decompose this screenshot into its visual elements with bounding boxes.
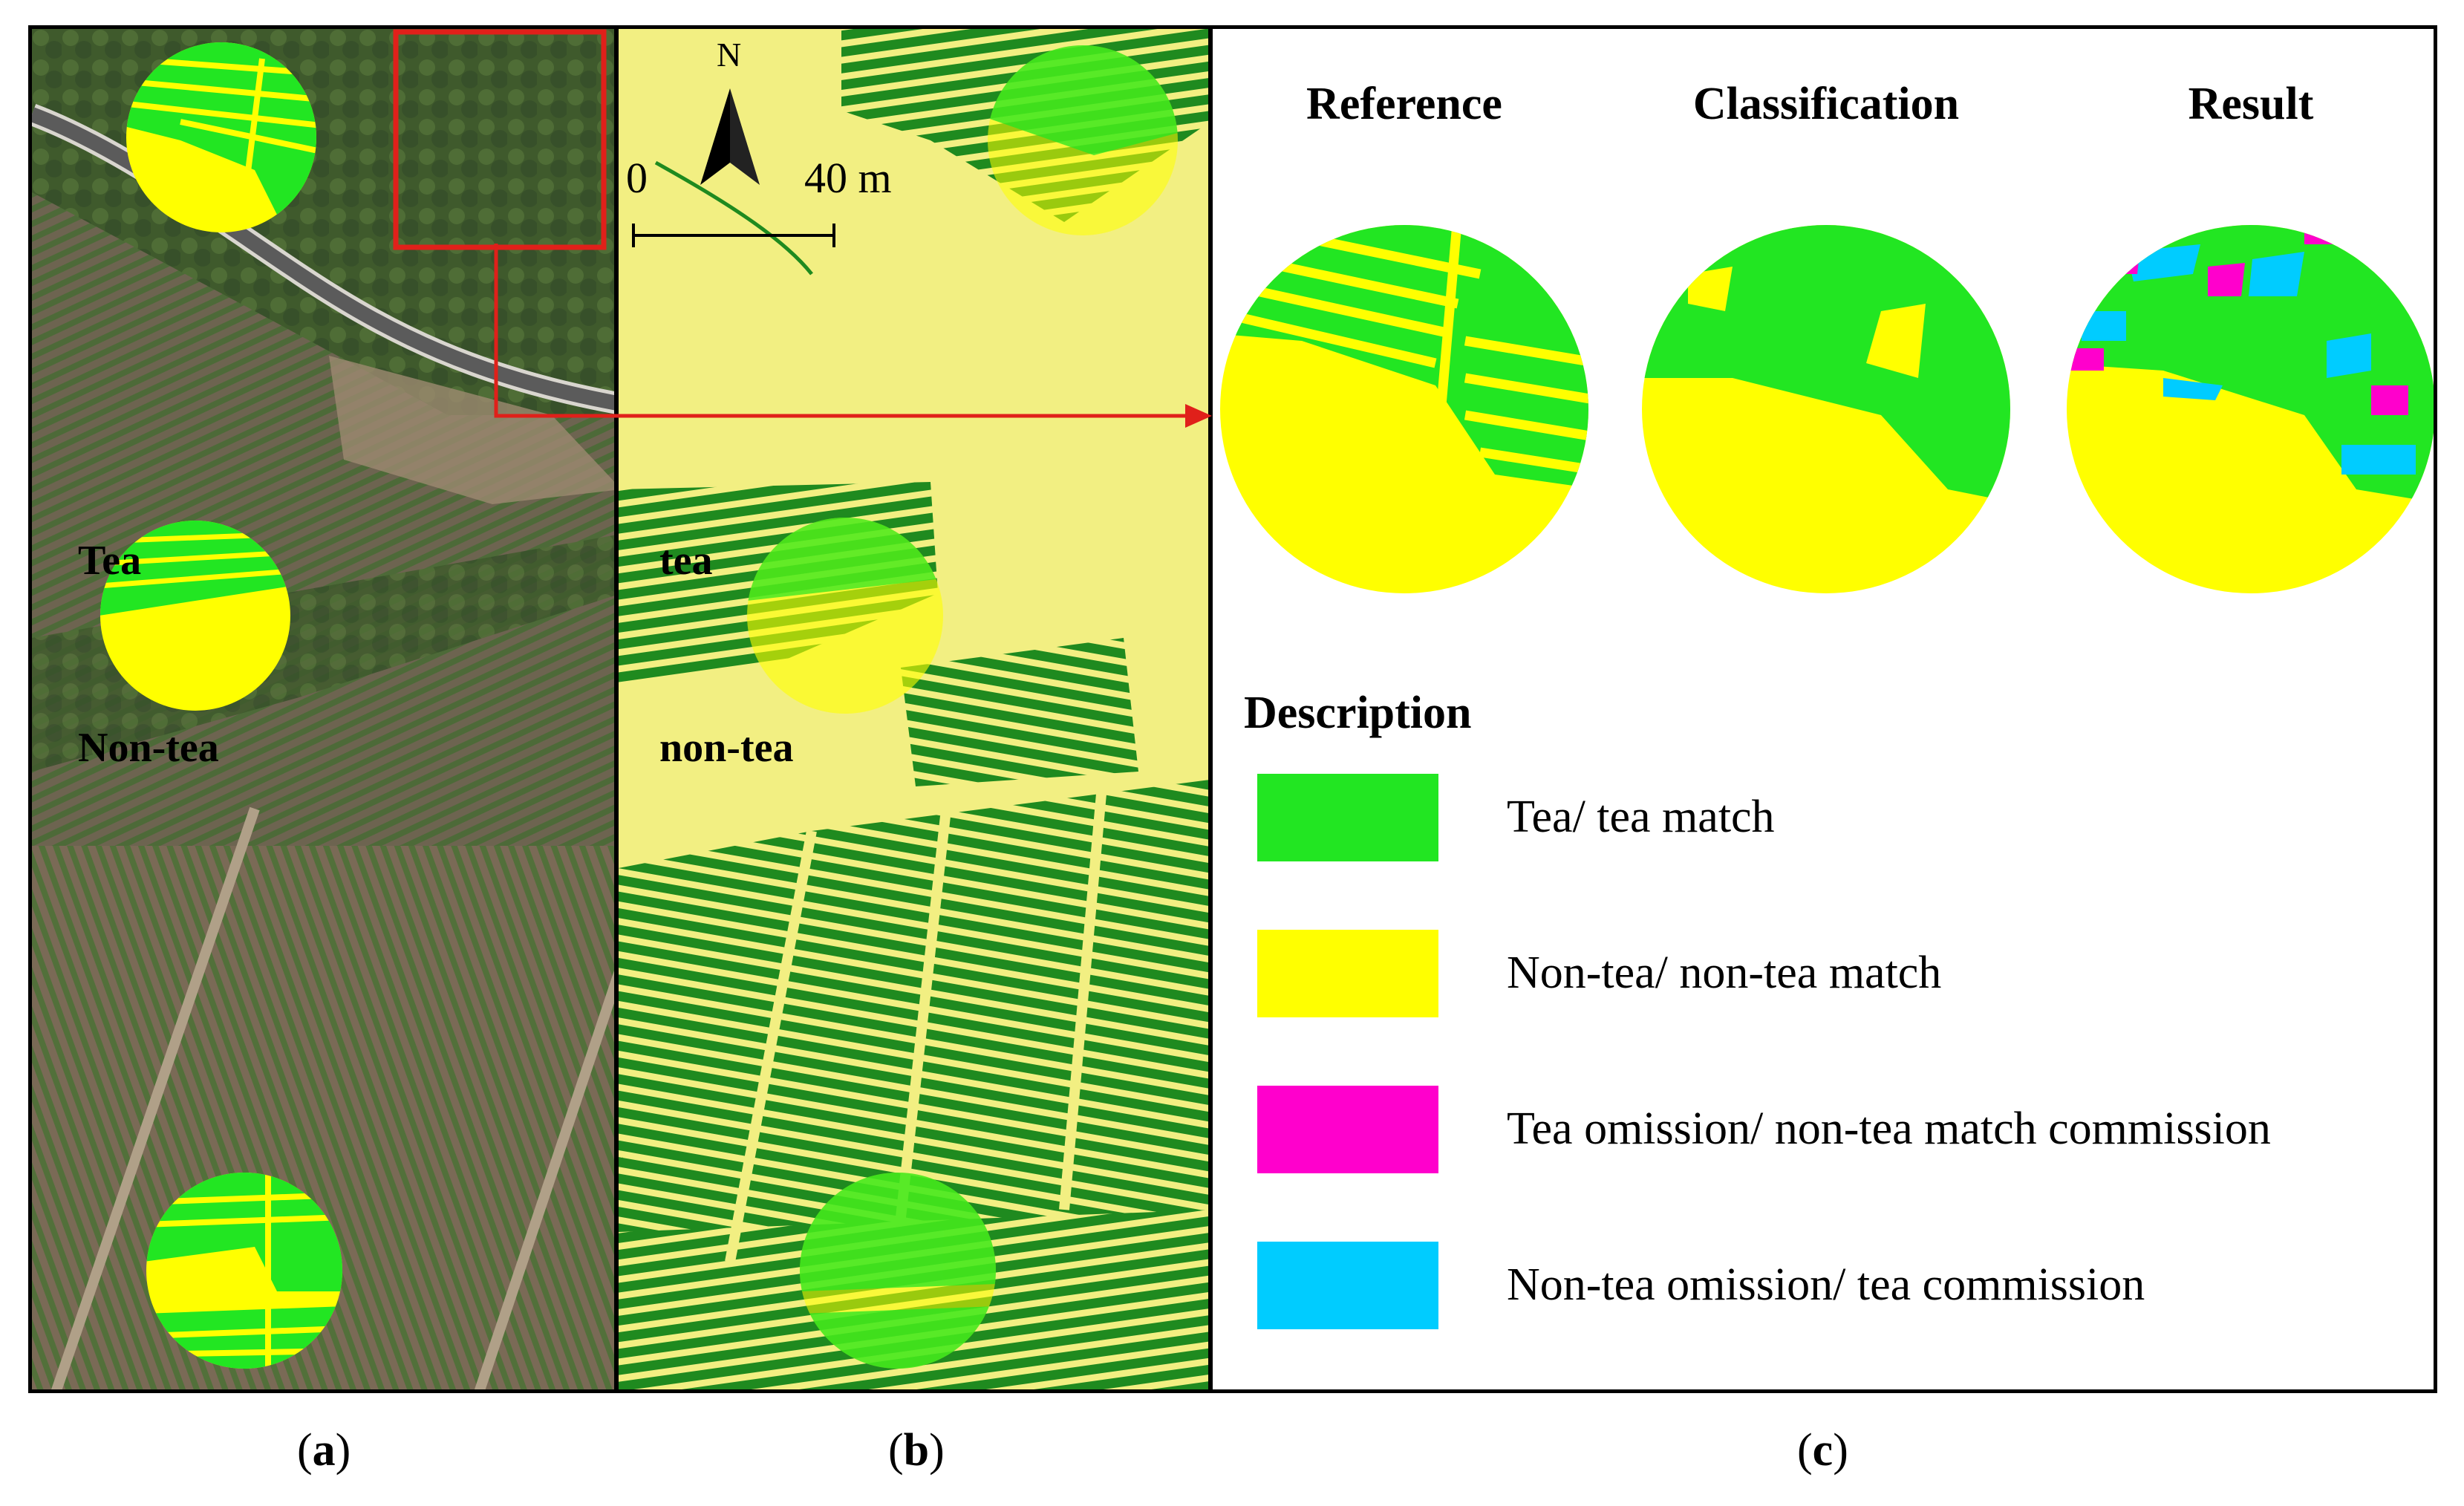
panel-a-aerial-image: Tea Non-tea <box>28 25 618 1393</box>
north-label: N <box>717 36 742 74</box>
tea-area <box>619 780 1208 1262</box>
north-arrow-icon-right <box>730 88 760 185</box>
legend-text-non-tea-match: Non-tea/ non-tea match <box>1507 948 1942 998</box>
caption-b: (b) <box>888 1425 945 1476</box>
legend-title: Description <box>1244 688 1472 738</box>
forest-belt <box>32 535 614 772</box>
result-circle <box>2067 225 2434 593</box>
legend-swatch-non-tea-match <box>1257 930 1438 1017</box>
legend-text-tea-match: Tea/ tea match <box>1507 792 1775 842</box>
column-title-reference: Reference <box>1306 79 1502 129</box>
panel-b-classification-map: N 0 40 m tea non-tea <box>615 25 1212 1393</box>
legend-swatch-tea-match <box>1257 774 1438 861</box>
road-trace <box>654 160 813 276</box>
sample-circle <box>126 42 316 232</box>
column-title-classification: Classification <box>1692 79 1960 129</box>
comparison-circles: ∩ = <box>1220 225 2434 593</box>
caption-c: (c) <box>1797 1425 1848 1476</box>
north-arrow-icon <box>700 88 730 185</box>
panel-c-accuracy-comparison: Reference Classification Result ∩ <box>1209 25 2437 1393</box>
tea-area <box>901 638 1138 786</box>
path <box>51 806 260 1389</box>
column-title-result: Result <box>2188 79 2314 129</box>
legend-swatch-tea-omission <box>1257 1086 1438 1173</box>
label-tea: Tea <box>78 538 142 584</box>
classification-map-drawing <box>619 29 1208 1389</box>
legend-text-tea-omission: Tea omission/ non-tea match commission <box>1507 1104 2271 1154</box>
legend-swatch-non-tea-omission <box>1257 1242 1438 1329</box>
bare-soil-patch <box>329 356 614 504</box>
scale-end-label: 40 m <box>804 154 892 202</box>
path <box>474 970 614 1389</box>
scale-bar <box>632 224 835 247</box>
aerial-image-drawing <box>32 29 614 1389</box>
sample-circle <box>100 521 290 711</box>
legend-text-non-tea-omission: Non-tea omission/ tea commission <box>1507 1259 2145 1310</box>
caption-a: (a) <box>297 1425 351 1476</box>
label-non-tea: non-tea <box>659 725 794 771</box>
reference-circle <box>1220 225 1588 593</box>
classification-circle <box>1642 225 2010 593</box>
label-non-tea: Non-tea <box>78 725 219 771</box>
label-tea: tea <box>659 538 713 584</box>
scale-start-label: 0 <box>626 154 648 202</box>
